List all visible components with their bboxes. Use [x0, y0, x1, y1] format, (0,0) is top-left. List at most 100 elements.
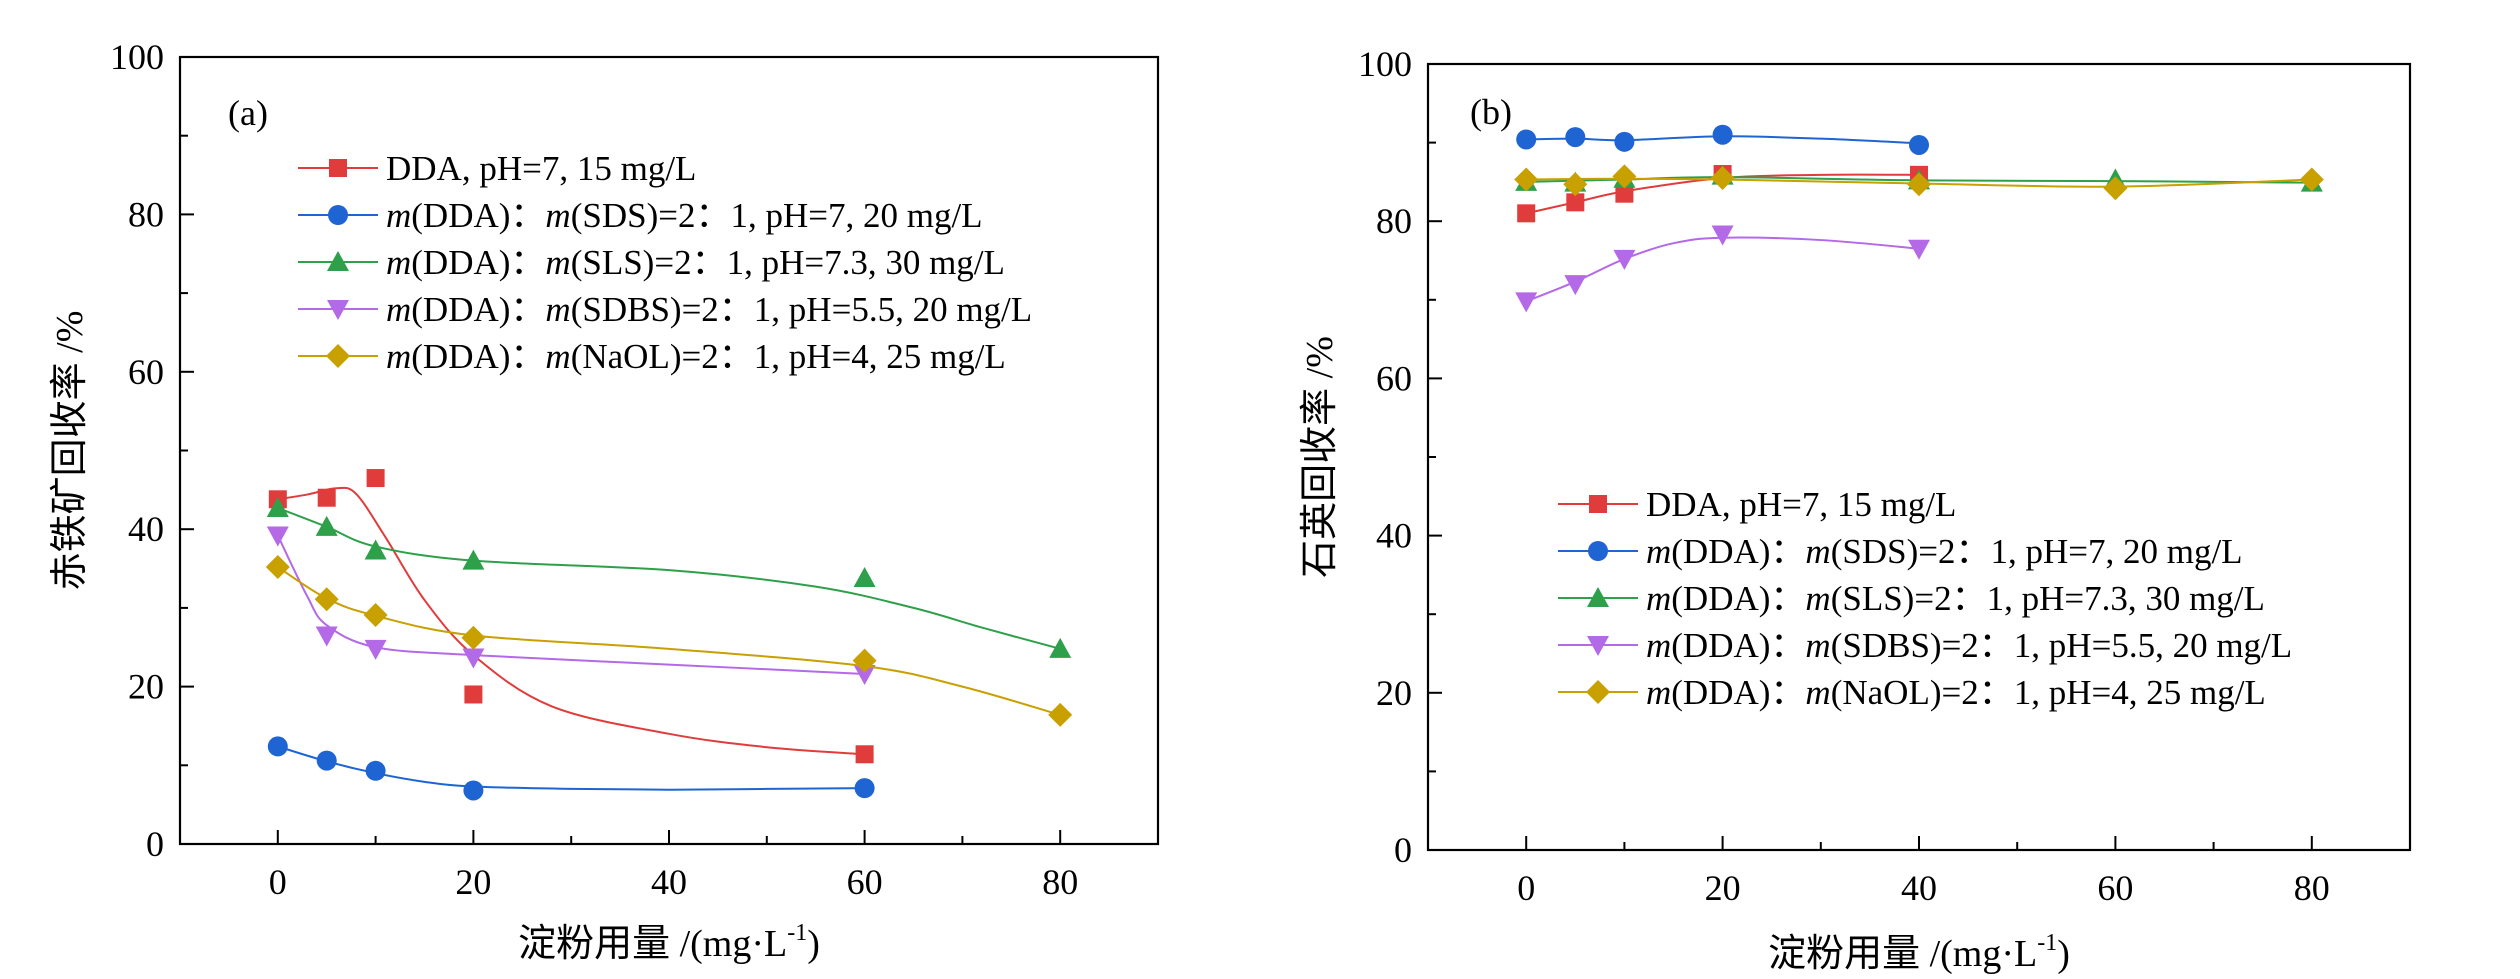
data-point — [1613, 249, 1636, 270]
data-point — [1515, 292, 1538, 313]
series-line — [277, 486, 865, 756]
legend-label: DDA, pH=7, 15 mg/L — [386, 149, 696, 188]
series-3 — [266, 526, 876, 686]
data-point — [267, 736, 288, 757]
y-tick-label: 0 — [1394, 830, 1412, 870]
y-tick-label: 100 — [110, 37, 164, 77]
data-point — [363, 602, 388, 627]
y-tick-label: 80 — [1376, 201, 1412, 241]
data-point — [314, 587, 339, 612]
data-point — [1909, 134, 1929, 155]
data-point — [853, 665, 876, 686]
legend: DDA, pH=7, 15 mg/L m(DDA)：m(SDS)=2：1, pH=… — [1558, 485, 2292, 712]
data-point — [2103, 176, 2128, 201]
x-tick-label: 20 — [455, 862, 491, 902]
data-point — [365, 760, 386, 781]
data-point — [1710, 165, 1735, 190]
series-line — [277, 566, 1061, 716]
legend-marker — [1589, 495, 1607, 513]
y-tick-label: 20 — [128, 667, 164, 707]
legend-item: m(DDA)：m(SLS)=2：1, pH=7.3, 30 mg/L — [298, 243, 1005, 282]
panel-label: (b) — [1470, 92, 1512, 132]
legend-marker — [1587, 587, 1609, 607]
legend-marker — [327, 251, 349, 271]
legend-marker — [327, 300, 349, 320]
y-tick-label: 60 — [128, 352, 164, 392]
data-point — [1907, 172, 1931, 197]
x-tick-label: 0 — [269, 862, 287, 902]
data-point — [1615, 184, 1634, 203]
series-2 — [266, 496, 1072, 658]
x-tick-label: 40 — [1901, 868, 1937, 908]
series-4 — [265, 554, 1073, 727]
y-tick-label: 40 — [1376, 516, 1412, 556]
series-1 — [267, 736, 875, 801]
legend-marker — [329, 159, 347, 177]
legend-item: m(DDA)：m(SDBS)=2：1, pH=5.5, 20 mg/L — [298, 290, 1032, 329]
y-axis-title: 石英回收率 /% — [1299, 336, 1341, 578]
legend-item: m(DDA)：m(SDBS)=2：1, pH=5.5, 20 mg/L — [1558, 626, 2292, 665]
data-point — [461, 625, 486, 650]
panel-label: (a) — [228, 93, 268, 133]
data-point — [1048, 702, 1073, 727]
data-point — [853, 566, 876, 587]
series-line — [276, 535, 865, 676]
data-point — [852, 648, 877, 673]
legend-item: m(DDA)：m(NaOL)=2：1, pH=4, 25 mg/L — [298, 337, 1006, 376]
data-point — [1612, 164, 1637, 189]
legend-label: m(DDA)：m(SDBS)=2：1, pH=5.5, 20 mg/L — [1646, 626, 2292, 665]
data-point — [265, 554, 290, 579]
data-point — [315, 626, 338, 647]
data-point — [315, 515, 338, 536]
data-point — [266, 496, 289, 517]
legend-label: m(DDA)：m(SLS)=2：1, pH=7.3, 30 mg/L — [1646, 579, 2265, 618]
legend: DDA, pH=7, 15 mg/L m(DDA)：m(SDS)=2：1, pH=… — [298, 149, 1032, 376]
data-point — [266, 526, 289, 547]
data-point — [855, 745, 874, 764]
legend-item: DDA, pH=7, 15 mg/L — [1558, 485, 1956, 524]
legend-label: m(DDA)：m(SDS)=2：1, pH=7, 20 mg/L — [386, 196, 983, 235]
data-point — [1711, 225, 1734, 246]
legend-label: m(DDA)：m(SDS)=2：1, pH=7, 20 mg/L — [1646, 532, 2243, 571]
data-point — [1049, 637, 1072, 658]
legend-label: m(DDA)：m(SLS)=2：1, pH=7.3, 30 mg/L — [386, 243, 1005, 282]
data-point — [1563, 172, 1588, 197]
series-3 — [1515, 225, 1930, 313]
data-point — [317, 488, 336, 507]
x-tick-label: 0 — [1517, 868, 1535, 908]
x-tick-label: 40 — [651, 862, 687, 902]
legend-label: m(DDA)：m(NaOL)=2：1, pH=4, 25 mg/L — [386, 337, 1006, 376]
y-tick-label: 80 — [128, 194, 164, 234]
data-point — [854, 778, 875, 799]
legend-item: m(DDA)：m(SDS)=2：1, pH=7, 20 mg/L — [298, 196, 983, 235]
legend-item: DDA, pH=7, 15 mg/L — [298, 149, 696, 188]
series-line — [1525, 236, 1920, 303]
data-point — [462, 648, 485, 669]
series-1 — [1516, 124, 1929, 155]
legend-label: m(DDA)：m(NaOL)=2：1, pH=4, 25 mg/L — [1646, 673, 2266, 712]
legend-label: m(DDA)：m(SDBS)=2：1, pH=5.5, 20 mg/L — [386, 290, 1032, 329]
data-point — [1712, 124, 1733, 145]
legend-marker — [1587, 636, 1609, 656]
y-tick-label: 100 — [1358, 44, 1412, 84]
series-0 — [1517, 165, 1928, 223]
data-point — [1514, 167, 1539, 192]
data-point — [464, 685, 483, 704]
y-tick-label: 0 — [146, 824, 164, 864]
x-axis-title: 淀粉用量 /(mg·L-1) — [518, 920, 820, 965]
data-point — [1566, 193, 1585, 212]
x-tick-label: 60 — [2097, 868, 2133, 908]
legend-item: m(DDA)：m(SDS)=2：1, pH=7, 20 mg/L — [1558, 532, 2243, 571]
legend-item: m(DDA)：m(NaOL)=2：1, pH=4, 25 mg/L — [1558, 673, 2266, 712]
data-point — [1564, 275, 1587, 296]
data-point — [1614, 131, 1635, 152]
x-tick-label: 80 — [1042, 862, 1078, 902]
data-point — [1565, 127, 1586, 148]
data-point — [1516, 129, 1537, 150]
x-tick-label: 60 — [847, 862, 883, 902]
y-tick-label: 40 — [128, 509, 164, 549]
data-point — [366, 469, 385, 488]
legend-marker — [328, 205, 348, 225]
x-axis-title: 淀粉用量 /(mg·L-1) — [1768, 930, 2070, 975]
